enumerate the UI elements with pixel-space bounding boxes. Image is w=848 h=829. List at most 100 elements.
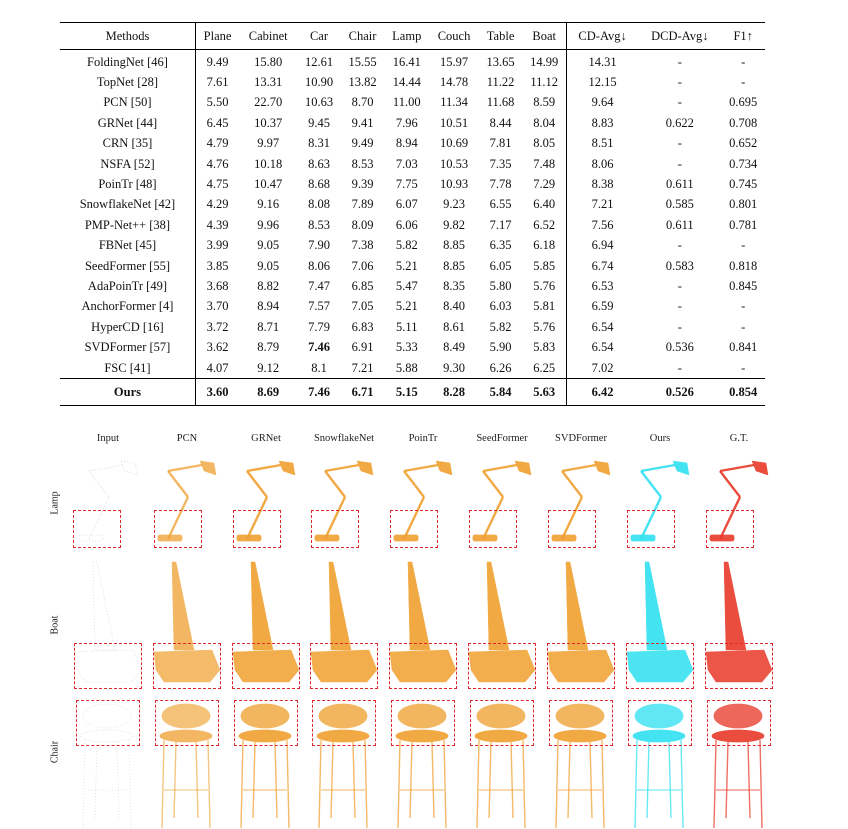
table-cell: 3.72	[206, 319, 229, 334]
table-cell: 7.96	[395, 115, 418, 130]
table-row: FBNet [45] 3.99 9.05 7.90 7.38 5.82 8.85 6.35 6.…	[60, 235, 765, 256]
table-cell: 3.99	[206, 238, 229, 253]
zoom-region-box	[155, 700, 219, 746]
table-cell: 4.76	[206, 156, 229, 171]
method-name-cell: FSC [41]	[60, 357, 196, 379]
table-cell: 5.82	[489, 319, 512, 334]
table-cell: 10.93	[439, 177, 469, 192]
table-cell: 3.68	[206, 278, 229, 293]
boat-point-cloud	[544, 558, 618, 693]
table-cell: 8.06	[308, 258, 330, 273]
table-cell: 9.97	[257, 136, 280, 151]
table-cell: 0.734	[729, 156, 758, 171]
ours-cell: 7.46	[297, 378, 341, 407]
table-header-row: Methods Plane Cabinet Car Chair Lamp Cou…	[60, 22, 765, 50]
table-cell: 8.85	[443, 238, 465, 253]
table-cell: 5.21	[395, 299, 418, 314]
figure-column-label: PCN	[176, 433, 198, 444]
table-cell: 6.59	[591, 299, 614, 314]
zoom-region-box	[627, 510, 675, 548]
table-cell: 6.06	[395, 217, 418, 232]
zoom-region-box	[74, 643, 142, 689]
lamp-point-cloud	[71, 457, 145, 551]
table-cell: 8.70	[351, 95, 374, 110]
table-row: PMP-Net++ [38] 4.39 9.96 8.53 8.09 6.06 9.82 7.…	[60, 215, 765, 236]
ours-cell: 0.854	[721, 378, 765, 407]
table-cell: 8.63	[308, 156, 330, 171]
table-cell: 0.801	[729, 197, 758, 212]
table-cell: 7.35	[489, 156, 512, 171]
ours-cell: 3.60	[195, 378, 240, 407]
table-cell: 8.94	[257, 299, 280, 314]
table-cell: 6.07	[395, 197, 418, 212]
table-cell: 6.83	[351, 319, 374, 334]
table-cell: 9.23	[443, 197, 465, 212]
header-cd-avg: CD-Avg↓	[566, 22, 639, 50]
table-cell: 7.79	[308, 319, 330, 334]
header-table: Table	[478, 22, 523, 50]
table-cell: 5.88	[395, 360, 418, 375]
table-cell: 7.57	[308, 299, 330, 314]
table-cell: 4.29	[206, 197, 229, 212]
table-cell: 3.85	[206, 258, 229, 273]
table-cell: 9.64	[591, 95, 614, 110]
chair-point-cloud	[702, 700, 776, 829]
table-cell: 5.85	[522, 255, 568, 277]
table-cell: 13.82	[348, 75, 377, 90]
table-cell: 9.12	[257, 360, 280, 375]
table-cell: 11.00	[392, 95, 421, 110]
table-cell: 0.708	[729, 115, 758, 130]
table-cell: 8.83	[591, 115, 614, 130]
table-cell: 8.49	[443, 340, 465, 355]
table-cell: 6.05	[489, 258, 512, 273]
table-cell: 0.781	[729, 217, 758, 232]
table-cell: 5.80	[489, 278, 512, 293]
table-cell: 3.62	[206, 340, 229, 355]
table-cell: 7.06	[351, 258, 374, 273]
table-cell: 9.39	[351, 177, 374, 192]
table-cell: 8.68	[308, 177, 330, 192]
lamp-point-cloud	[702, 457, 776, 551]
table-cell: 15.80	[254, 54, 283, 69]
figure-column-label: SnowflakeNet	[313, 433, 375, 444]
zoom-region-box	[707, 700, 771, 746]
method-name-cell: NSFA [52]	[60, 153, 196, 175]
method-name-cell: FoldingNet [46]	[60, 49, 196, 73]
table-cell: 8.06	[591, 156, 614, 171]
table-cell: 8.85	[443, 258, 465, 273]
table-cell: 11.68	[486, 95, 515, 110]
zoom-region-box	[153, 643, 221, 689]
zoom-region-box	[389, 643, 457, 689]
boat-point-cloud	[150, 558, 224, 693]
table-cell: 9.82	[443, 217, 465, 232]
table-row: PoinTr [48] 4.75 10.47 8.68 9.39 7.75 10.93 7.7…	[60, 174, 765, 195]
table-cell: 11.22	[486, 75, 515, 90]
table-cell: 8.09	[351, 217, 374, 232]
header-methods: Methods	[60, 22, 196, 50]
table-cell: 0.695	[729, 95, 758, 110]
table-cell: 8.79	[257, 340, 280, 355]
boat-point-cloud	[229, 558, 303, 693]
table-cell: 9.45	[308, 115, 330, 130]
chair-point-cloud	[623, 700, 697, 829]
table-cell: 7.56	[591, 217, 614, 232]
ours-cell: 8.28	[429, 378, 479, 407]
table-cell: 0.745	[729, 177, 758, 192]
table-row: AnchorFormer [4] 3.70 8.94 7.57 7.05 5.21 8.40…	[60, 296, 765, 318]
table-cell: 7.05	[351, 299, 374, 314]
figure-row-label: Chair	[49, 740, 61, 764]
table-cell: 6.74	[591, 258, 614, 273]
table-cell: 6.35	[489, 238, 512, 253]
table-cell: 7.47	[308, 278, 330, 293]
table-cell: 8.59	[522, 92, 568, 114]
table-cell: 7.75	[395, 177, 418, 192]
table-cell: -	[677, 156, 682, 171]
table-row: PCN [50] 5.50 22.70 10.63 8.70 11.00 11.34 11.6…	[60, 92, 765, 114]
table-cell: 15.55	[348, 54, 377, 69]
table-cell: 14.31	[588, 54, 617, 69]
ours-cell: 5.15	[384, 378, 430, 407]
table-row: NSFA [52] 4.76 10.18 8.63 8.53 7.03 10.53 7.35 7…	[60, 153, 765, 175]
method-name-cell: SVDFormer [57]	[60, 337, 196, 358]
table-cell: 9.30	[443, 360, 465, 375]
table-cell: 7.02	[591, 360, 614, 375]
